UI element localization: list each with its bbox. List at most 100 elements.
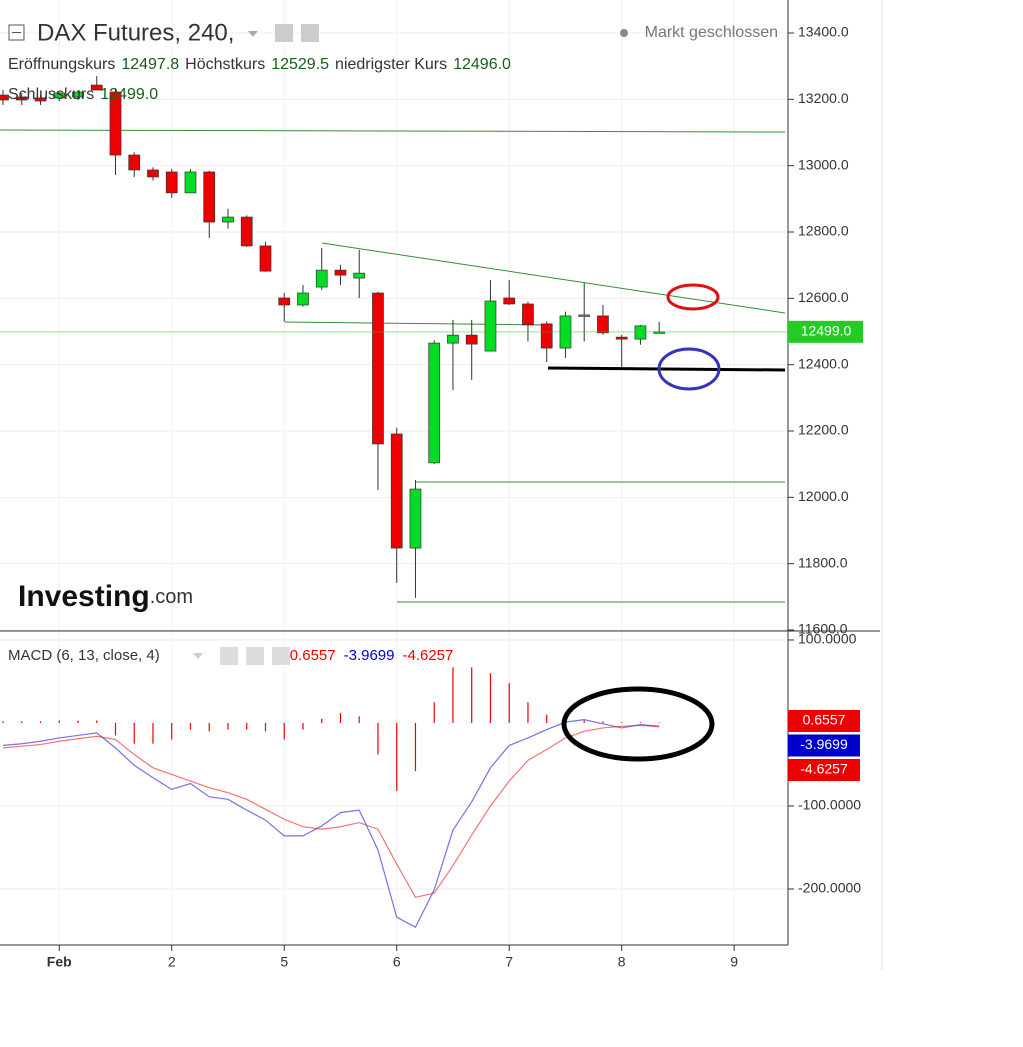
value-box-label: 0.6557 [803,712,846,728]
x-tick-label: 8 [618,954,626,970]
highlight-circle [657,347,721,391]
candle-body [334,269,347,276]
y-tick-label: 13000.0 [798,156,849,172]
candle-body [90,84,103,91]
y-tick-label: 12000.0 [798,488,849,504]
candle-body [165,171,178,194]
y-tick-label: -200.0000 [798,880,861,896]
y-tick-label: 100.0000 [798,631,857,647]
settings-icon[interactable] [301,24,319,42]
dropdown-icon[interactable] [248,31,258,37]
y-tick-label: 13200.0 [798,90,849,106]
value-box [788,759,860,781]
x-tick-label: 6 [393,954,401,970]
x-tick-label: 7 [505,954,513,970]
highlight-circle [666,283,720,311]
candle-body [503,297,516,305]
marks [0,76,788,928]
range-line [284,321,549,326]
candle-body [465,334,478,345]
candle-body [540,323,553,349]
candle-body [222,216,234,223]
value-box-label: -3.9699 [800,736,848,752]
candle-body [203,171,216,223]
candle-body [240,216,253,247]
last-price-label: 12499.0 [801,323,852,339]
candle-body [428,342,441,464]
ohlc-row: Schlusskurs 12499.0 [8,86,158,103]
y-tick-label: 11800.0 [798,554,848,570]
last-price-box [788,320,863,343]
ohlc-value: 12529.5 [271,56,329,73]
close-icon[interactable] [272,647,290,665]
drawn-line [547,366,786,372]
trend-line [321,242,786,314]
y-tick-label: 12600.0 [798,289,849,305]
ohlc-value: 12497.8 [121,56,179,73]
candle-body [147,169,159,178]
y-tick-label: -100.0000 [798,797,861,813]
watermark-text: Investing [18,580,150,613]
x-tick-label: Feb [47,954,72,970]
y-tick-label: 12200.0 [798,422,849,438]
ohlc-name: niedrigster Kurs [335,56,447,73]
candle-body [72,91,84,98]
settings-icon[interactable] [246,647,264,665]
settings-icon[interactable] [275,24,293,42]
candle-body [353,272,366,279]
watermark: Investing.com [18,580,193,613]
candle-body [390,433,403,549]
candle-body [447,334,459,344]
ohlc-row: Eröffnungskurs 12497.8 Höchstkurs 12529.5 ni… [8,56,511,73]
dropdown-icon[interactable] [193,653,203,659]
status-dot [620,29,628,37]
y-tick-label: 12800.0 [798,223,849,239]
candle-body [109,91,122,156]
value-box [788,734,860,757]
candle-body [34,97,47,102]
candle-body [372,292,384,445]
candle-body [128,154,141,171]
ohlc-value: 12499.0 [100,86,158,103]
macd-header: MACD (6, 13, close, 4) 0.6557 -3.9699 -4.62… [8,647,453,664]
highlight-circle [561,686,715,762]
indicator-value: 0.6557 [290,647,336,664]
candle-body [259,245,272,272]
candle-body [597,315,609,334]
candle-body [578,314,591,317]
settings-icon[interactable] [220,647,238,665]
candle-body [297,292,309,306]
value-box-label: -4.6257 [800,761,848,777]
indicator-value: -4.6257 [402,647,453,664]
candle-body [184,171,197,194]
candle-body [522,303,534,326]
x-tick-label: 5 [280,954,288,970]
indicator-title: MACD (6, 13, close, 4) [8,647,160,664]
value-box [788,710,860,732]
ohlc-name: Höchstkurs [185,56,265,73]
candle-body [409,488,422,549]
collapse-icon[interactable] [8,24,25,41]
candle-body [634,325,647,340]
candle-body [53,92,66,99]
candle-body [15,96,28,101]
indicator-value: -3.9699 [344,647,395,664]
macd-line [2,724,660,898]
ohlc-name: Schlusskurs [8,86,94,103]
y-tick-label: 13400.0 [798,24,849,40]
support-line [0,129,786,133]
x-tick-label: 2 [168,954,176,970]
candle-body [278,297,291,306]
candle-body [315,269,328,288]
macd-line [2,719,660,928]
ohlc-name: Eröffnungskurs [8,56,115,73]
x-tick-label: 9 [730,954,738,970]
candle-body [484,300,497,352]
market-status: Markt geschlossen [645,24,778,41]
chart-title: DAX Futures, 240, [37,19,234,46]
ohlc-value: 12496.0 [453,56,511,73]
y-tick-label: 12400.0 [798,355,849,371]
watermark-text: .com [150,586,193,608]
